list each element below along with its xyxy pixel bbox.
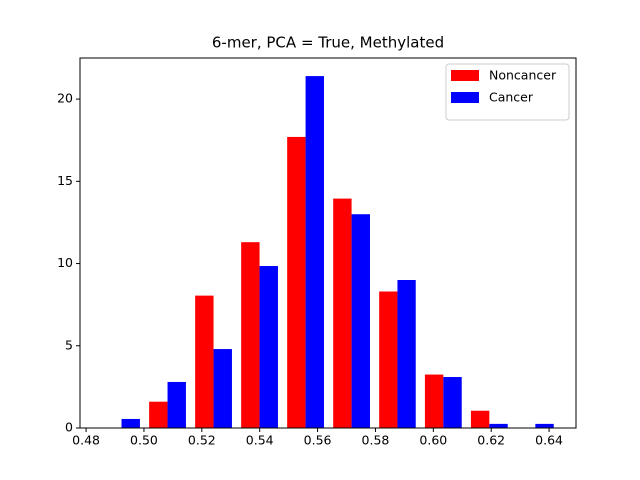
x-tick-label: 0.60 [419,433,447,448]
bar [333,198,352,428]
bar [195,295,214,428]
bar [241,242,260,428]
bar [470,410,490,428]
x-tick-label: 0.58 [362,433,390,448]
x-tick-label: 0.64 [535,433,563,448]
bar [305,76,324,428]
y-tick-label: 15 [57,173,73,188]
x-tick-label: 0.48 [72,433,100,448]
x-tick-label: 0.56 [304,433,332,448]
bar [489,423,508,428]
legend-swatch [451,92,479,103]
bar [443,377,462,428]
x-tick-label: 0.54 [246,433,274,448]
bar [535,423,554,428]
bar [351,214,370,428]
y-tick-label: 0 [65,420,73,435]
bar [397,280,416,428]
bar [121,418,140,428]
y-tick-label: 5 [65,337,73,352]
bar [149,401,168,428]
bar [167,381,186,428]
x-tick-label: 0.50 [130,433,158,448]
legend-label: Noncancer [489,68,557,83]
legend-label: Cancer [489,90,534,105]
bar [213,349,232,428]
y-tick-label: 10 [57,255,73,270]
bar [259,266,278,428]
bar [287,136,306,428]
bar [424,374,444,428]
x-tick-label: 0.52 [188,433,216,448]
legend-swatch [451,70,479,81]
y-tick-label: 20 [57,91,73,106]
plot-frame [79,57,577,429]
bar [379,291,398,428]
chart-title: 6-mer, PCA = True, Methylated [212,34,444,52]
x-tick-label: 0.62 [477,433,505,448]
